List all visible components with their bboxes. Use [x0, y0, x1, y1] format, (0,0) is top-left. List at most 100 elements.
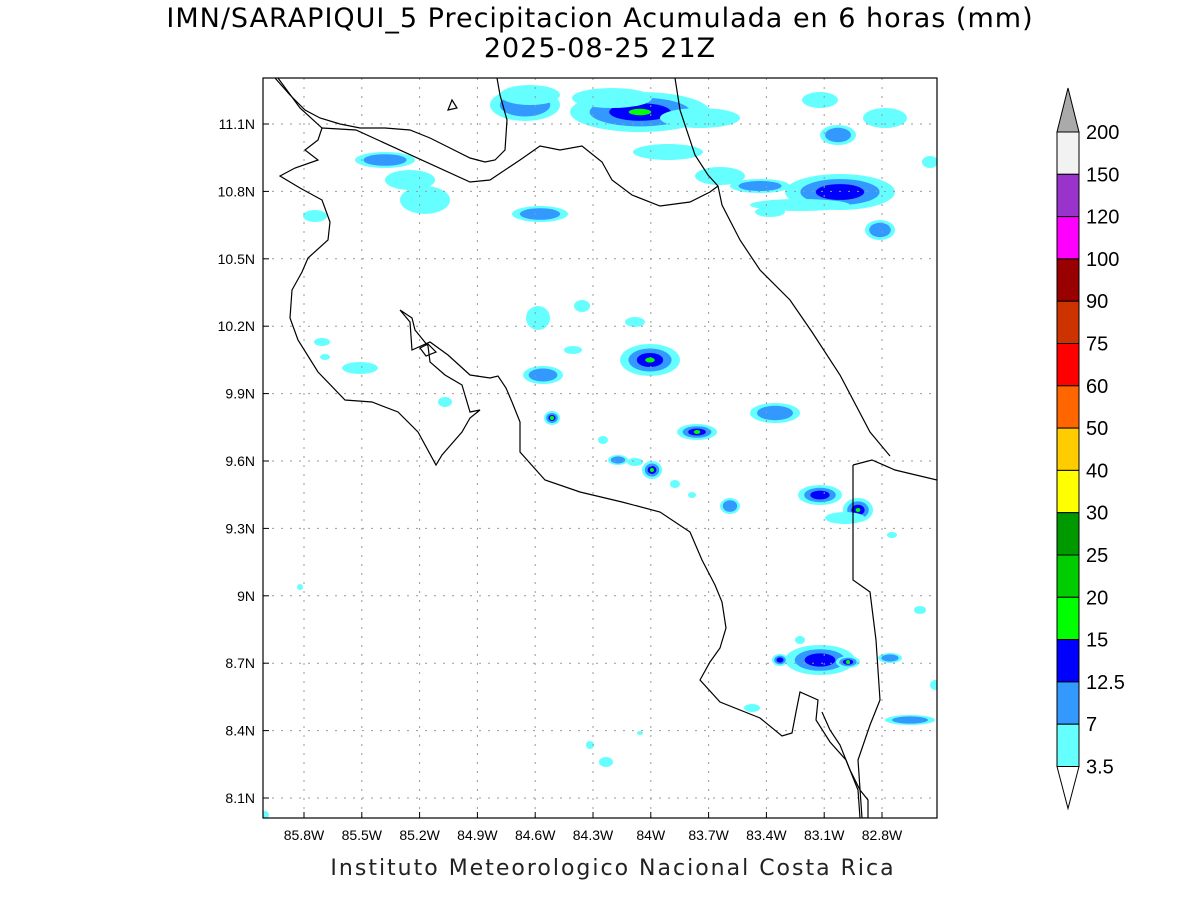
colorbar-over-arrow	[1056, 87, 1080, 133]
colorbar-swatch	[1056, 723, 1080, 768]
precip-contour	[564, 346, 582, 354]
colorbar-swatch	[1056, 173, 1080, 218]
precip-contour	[303, 210, 327, 222]
precip-contour	[610, 456, 626, 464]
lon-tick-label: 83.4W	[746, 827, 787, 843]
gridlines	[263, 78, 937, 818]
colorbar-level-label: 50	[1086, 418, 1108, 440]
lat-tick-label: 8.7N	[225, 655, 255, 671]
colorbar-swatch	[1056, 469, 1080, 514]
colorbar-swatch	[1056, 427, 1080, 471]
precip-contour	[863, 108, 907, 128]
precip-contour	[528, 368, 558, 382]
colorbar-swatch	[1056, 300, 1080, 345]
precip-contour	[650, 468, 654, 472]
precip-contour	[586, 741, 594, 749]
precip-contour	[660, 108, 740, 128]
lon-tick-label: 85.5W	[342, 827, 383, 843]
precip-contour	[385, 170, 435, 190]
precip-contour	[645, 357, 655, 363]
lon-tick-label: 85.8W	[284, 827, 325, 843]
precip-contour	[572, 88, 652, 108]
colorbar-level-label: 3.5	[1086, 757, 1114, 779]
colorbar-swatch	[1056, 554, 1080, 598]
lon-tick-label: 83.7W	[688, 827, 729, 843]
lat-tick-label: 9.9N	[225, 386, 255, 402]
plot-frame	[262, 77, 938, 819]
precip-contour	[598, 436, 608, 444]
lat-tick-label: 8.4N	[225, 723, 255, 739]
nicoya-island	[419, 343, 438, 357]
precip-contour	[738, 180, 782, 192]
precip-contour	[314, 338, 330, 346]
colorbar-level-label: 20	[1086, 587, 1108, 609]
precip-contour	[320, 354, 330, 360]
colorbar-swatch	[1056, 258, 1080, 302]
lon-tick-label: 82.8W	[862, 827, 903, 843]
precip-contour	[297, 584, 303, 590]
lat-tick-label: 8.1N	[225, 790, 255, 806]
colorbar-level-label: 12.5	[1086, 672, 1125, 694]
lat-tick-label: 9.3N	[225, 520, 255, 536]
precip-contour	[744, 704, 760, 712]
precip-contour	[825, 512, 865, 524]
precip-contour	[722, 500, 738, 512]
precip-contour	[574, 300, 590, 312]
precip-contour	[755, 207, 785, 217]
lat-tick-label: 10.2N	[218, 318, 255, 334]
lon-tick-label: 84.3W	[573, 827, 614, 843]
precip-contour	[263, 811, 269, 818]
precip-contour	[776, 657, 784, 663]
precip-contour	[550, 416, 554, 420]
precip-contour	[628, 108, 652, 116]
title-line-1: IMN/SARAPIQUI_5 Precipitacion Acumulada …	[166, 3, 1034, 34]
lon-tick-label: 84W	[636, 827, 666, 843]
colorbar-level-label: 75	[1086, 334, 1108, 356]
precip-contour	[802, 92, 838, 108]
precip-contour	[363, 154, 407, 166]
lon-tick-label: 85.2W	[399, 827, 440, 843]
colorbar-swatch	[1056, 681, 1080, 725]
lat-tick-label: 10.8N	[218, 183, 255, 199]
colorbar-swatch	[1056, 639, 1080, 683]
nicaragua-border	[321, 127, 719, 207]
lake-nicaragua-shore	[274, 78, 508, 163]
colorbar-level-label: 25	[1086, 545, 1108, 567]
precip-contour	[693, 430, 701, 434]
title-line-2: 2025-08-25 21Z	[483, 33, 717, 64]
lon-tick-label: 83.1W	[804, 827, 845, 843]
colorbar-level-label: 7	[1086, 714, 1097, 736]
precip-contour	[400, 186, 450, 214]
coastlines	[274, 78, 937, 818]
precip-contour	[795, 636, 805, 644]
lat-tick-label: 9.6N	[225, 453, 255, 469]
precip-contour	[892, 716, 928, 724]
precip-contour	[688, 492, 696, 498]
precip-contour	[922, 156, 937, 168]
colorbar-under-arrow	[1056, 766, 1080, 811]
colorbar-level-label: 30	[1086, 503, 1108, 525]
panama-border	[821, 465, 881, 818]
lon-tick-label: 84.9W	[457, 827, 498, 843]
precip-contour	[599, 757, 613, 767]
precip-contour	[633, 144, 703, 160]
colorbar-level-label: 200	[1086, 122, 1119, 144]
precip-contour	[526, 306, 550, 330]
colorbar-level-label: 150	[1086, 164, 1119, 186]
lat-tick-label: 11.1N	[219, 116, 255, 132]
precip-contour	[670, 480, 680, 488]
pacific-coast	[277, 78, 861, 818]
precip-contour	[855, 508, 861, 512]
precip-contour	[881, 654, 899, 662]
precip-contour	[810, 490, 830, 500]
colorbar-swatch	[1056, 216, 1080, 260]
precipitation-field	[263, 85, 937, 818]
precip-contour	[625, 317, 645, 327]
colorbar-level-label: 100	[1086, 249, 1119, 271]
credit-text: Instituto Meteorologico Nacional Costa R…	[330, 856, 896, 881]
colorbar-swatch	[1056, 343, 1080, 387]
precip-contour	[825, 127, 851, 143]
lon-tick-label: 84.6W	[515, 827, 556, 843]
precip-contour	[438, 397, 452, 407]
